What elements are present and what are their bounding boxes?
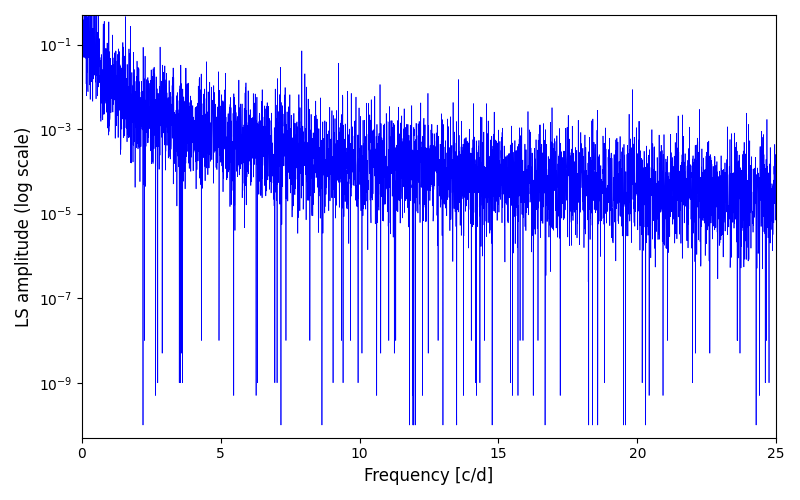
X-axis label: Frequency [c/d]: Frequency [c/d] bbox=[364, 467, 494, 485]
Y-axis label: LS amplitude (log scale): LS amplitude (log scale) bbox=[15, 126, 33, 326]
